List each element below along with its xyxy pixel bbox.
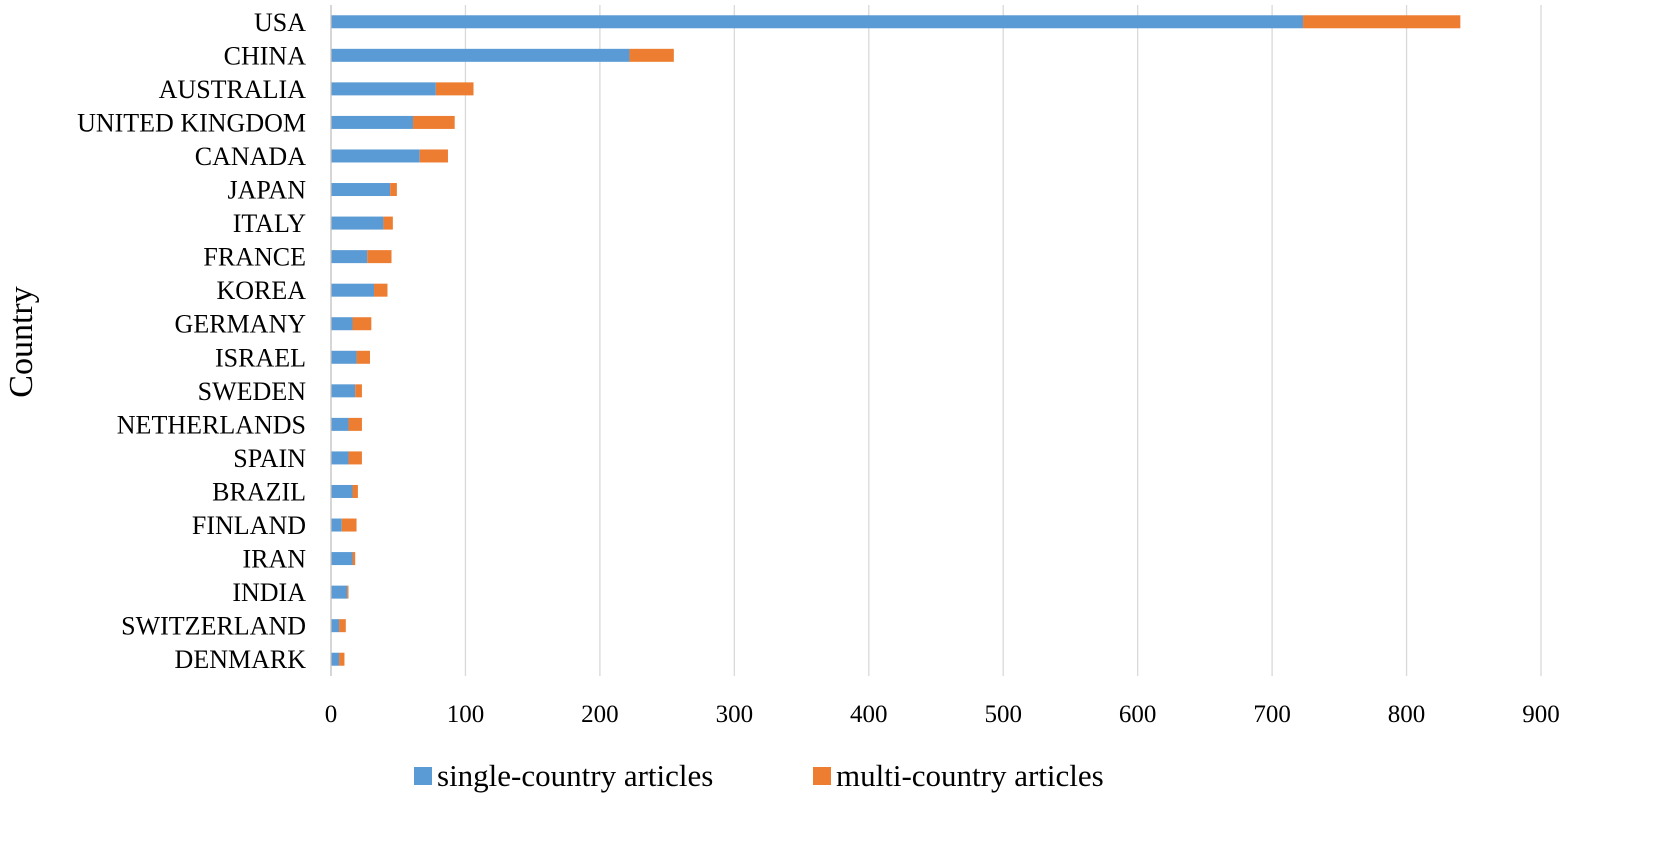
x-tick-label-0: 0 bbox=[325, 701, 338, 728]
bar-finland-single-country-articles bbox=[331, 518, 342, 532]
x-tick-label-600: 600 bbox=[1119, 701, 1157, 728]
legend-label-multi-country-articles: multi-country articles bbox=[836, 758, 1104, 793]
x-tick-label-300: 300 bbox=[716, 701, 754, 728]
category-label-israel: ISRAEL bbox=[215, 343, 306, 372]
legend-swatch-multi-country-articles bbox=[813, 767, 831, 785]
bar-switzerland-single-country-articles bbox=[331, 619, 340, 633]
x-tick-labels: 0 100 200 300 400 500 600 700 800 900 bbox=[325, 701, 1560, 728]
y-axis-title: Country bbox=[3, 286, 40, 397]
category-label-india: INDIA bbox=[232, 578, 306, 607]
bar-netherlands-multi-country-articles bbox=[348, 417, 362, 431]
category-label-japan: JAPAN bbox=[227, 176, 306, 205]
bar-denmark-single-country-articles bbox=[331, 652, 340, 666]
category-label-denmark: DENMARK bbox=[175, 645, 307, 674]
bar-germany-multi-country-articles bbox=[352, 317, 372, 331]
category-label-germany: GERMANY bbox=[175, 310, 307, 339]
category-label-netherlands: NETHERLANDS bbox=[117, 410, 306, 439]
category-label-korea: KOREA bbox=[216, 276, 306, 305]
category-label-canada: CANADA bbox=[195, 142, 306, 171]
bar-japan-multi-country-articles bbox=[390, 183, 397, 197]
bar-iran-single-country-articles bbox=[331, 552, 353, 566]
bar-spain-multi-country-articles bbox=[348, 451, 362, 465]
x-tick-label-900: 900 bbox=[1522, 701, 1560, 728]
bar-australia-single-country-articles bbox=[331, 82, 436, 96]
legend: single-country articles multi-country art… bbox=[414, 758, 1104, 793]
bar-france-single-country-articles bbox=[331, 250, 368, 264]
bar-finland-multi-country-articles bbox=[341, 518, 357, 532]
category-label-italy: ITALY bbox=[233, 209, 307, 238]
category-label-australia: AUSTRALIA bbox=[159, 75, 307, 104]
bar-usa-single-country-articles bbox=[331, 15, 1304, 29]
bar-canada-single-country-articles bbox=[331, 149, 420, 163]
bar-australia-multi-country-articles bbox=[435, 82, 474, 96]
bar-korea-single-country-articles bbox=[331, 283, 375, 297]
category-label-finland: FINLAND bbox=[192, 511, 306, 540]
category-labels: USA CHINA AUSTRALIA UNITED KINGDOM CANADA JAP… bbox=[77, 8, 306, 674]
x-tick-label-500: 500 bbox=[984, 701, 1022, 728]
x-tick-label-100: 100 bbox=[447, 701, 485, 728]
legend-label-single-country-articles: single-country articles bbox=[437, 758, 713, 793]
bar-switzerland-multi-country-articles bbox=[339, 619, 346, 633]
x-tick-label-800: 800 bbox=[1388, 701, 1426, 728]
gridlines bbox=[464, 5, 1542, 676]
x-tick-label-200: 200 bbox=[581, 701, 619, 728]
bar-germany-single-country-articles bbox=[331, 317, 353, 331]
bar-usa-multi-country-articles bbox=[1303, 15, 1461, 29]
bar-italy-single-country-articles bbox=[331, 216, 384, 230]
category-label-china: CHINA bbox=[224, 41, 307, 70]
bar-netherlands-single-country-articles bbox=[331, 417, 349, 431]
bars bbox=[331, 15, 1461, 666]
bar-china-single-country-articles bbox=[331, 48, 630, 62]
bar-india-single-country-articles bbox=[331, 585, 348, 599]
bar-israel-single-country-articles bbox=[331, 350, 357, 364]
bar-china-multi-country-articles bbox=[629, 48, 674, 62]
bar-canada-multi-country-articles bbox=[419, 149, 448, 163]
x-tick-label-400: 400 bbox=[850, 701, 888, 728]
bar-spain-single-country-articles bbox=[331, 451, 349, 465]
category-label-iran: IRAN bbox=[242, 545, 306, 574]
bar-iran-multi-country-articles bbox=[352, 552, 356, 566]
bar-sweden-multi-country-articles bbox=[355, 384, 362, 398]
bar-denmark-multi-country-articles bbox=[339, 652, 345, 666]
category-label-spain: SPAIN bbox=[233, 444, 306, 473]
bar-israel-multi-country-articles bbox=[356, 350, 370, 364]
category-label-usa: USA bbox=[254, 8, 306, 37]
bar-france-multi-country-articles bbox=[367, 250, 392, 264]
legend-swatch-single-country-articles bbox=[414, 767, 432, 785]
bar-italy-multi-country-articles bbox=[383, 216, 393, 230]
x-tick-label-700: 700 bbox=[1253, 701, 1291, 728]
bar-korea-multi-country-articles bbox=[374, 283, 388, 297]
category-label-brazil: BRAZIL bbox=[212, 477, 306, 506]
category-label-united-kingdom: UNITED KINGDOM bbox=[77, 108, 306, 137]
bar-united-kingdom-multi-country-articles bbox=[413, 115, 455, 129]
bar-japan-single-country-articles bbox=[331, 183, 391, 197]
bar-brazil-multi-country-articles bbox=[352, 484, 358, 498]
bar-sweden-single-country-articles bbox=[331, 384, 356, 398]
category-label-sweden: SWEDEN bbox=[198, 377, 307, 406]
bar-brazil-single-country-articles bbox=[331, 484, 353, 498]
bar-india-multi-country-articles bbox=[347, 585, 349, 599]
bar-united-kingdom-single-country-articles bbox=[331, 115, 414, 129]
category-label-switzerland: SWITZERLAND bbox=[121, 612, 306, 641]
category-label-france: FRANCE bbox=[203, 243, 306, 272]
